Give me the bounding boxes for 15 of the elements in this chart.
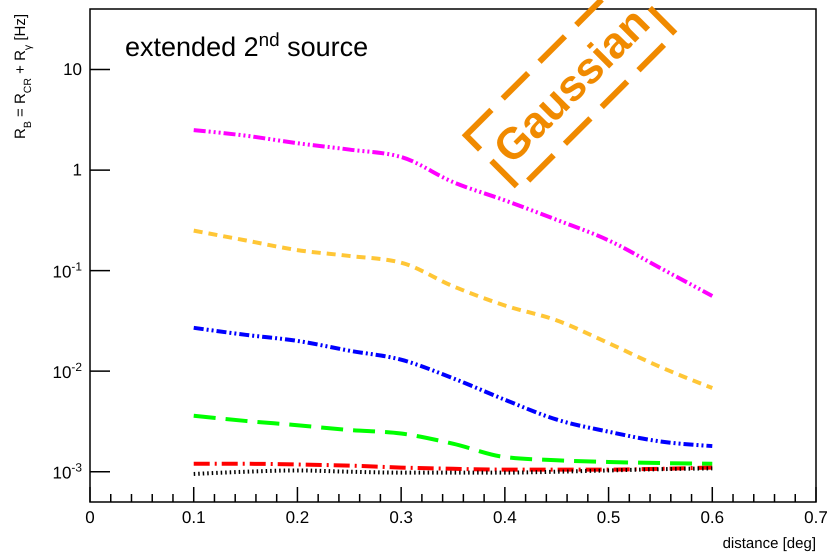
y-tick-label: 10$^{-3}$ <box>52 460 82 483</box>
y-tick-label: 1 <box>72 160 82 180</box>
x-tick-label: 0.4 <box>493 508 517 527</box>
x-tick-label: 0.2 <box>286 508 310 527</box>
x-tick-label: 0.5 <box>596 508 620 527</box>
text: extended 2$^{nd}$ source <box>125 30 368 62</box>
x-tick-label: 0.7 <box>804 508 828 527</box>
x-tick-label: 0 <box>85 508 95 527</box>
x-tick-label: 0.6 <box>700 508 724 527</box>
y-tick-label: 10$^{-1}$ <box>52 260 82 282</box>
x-axis-title: distance [deg] <box>722 535 816 552</box>
x-tick-label: 0.3 <box>389 508 413 527</box>
y-tick-label: 10$^{-2}$ <box>52 360 82 382</box>
y-tick-label: 10 <box>63 60 82 80</box>
x-tick-label: 0.1 <box>182 508 206 527</box>
